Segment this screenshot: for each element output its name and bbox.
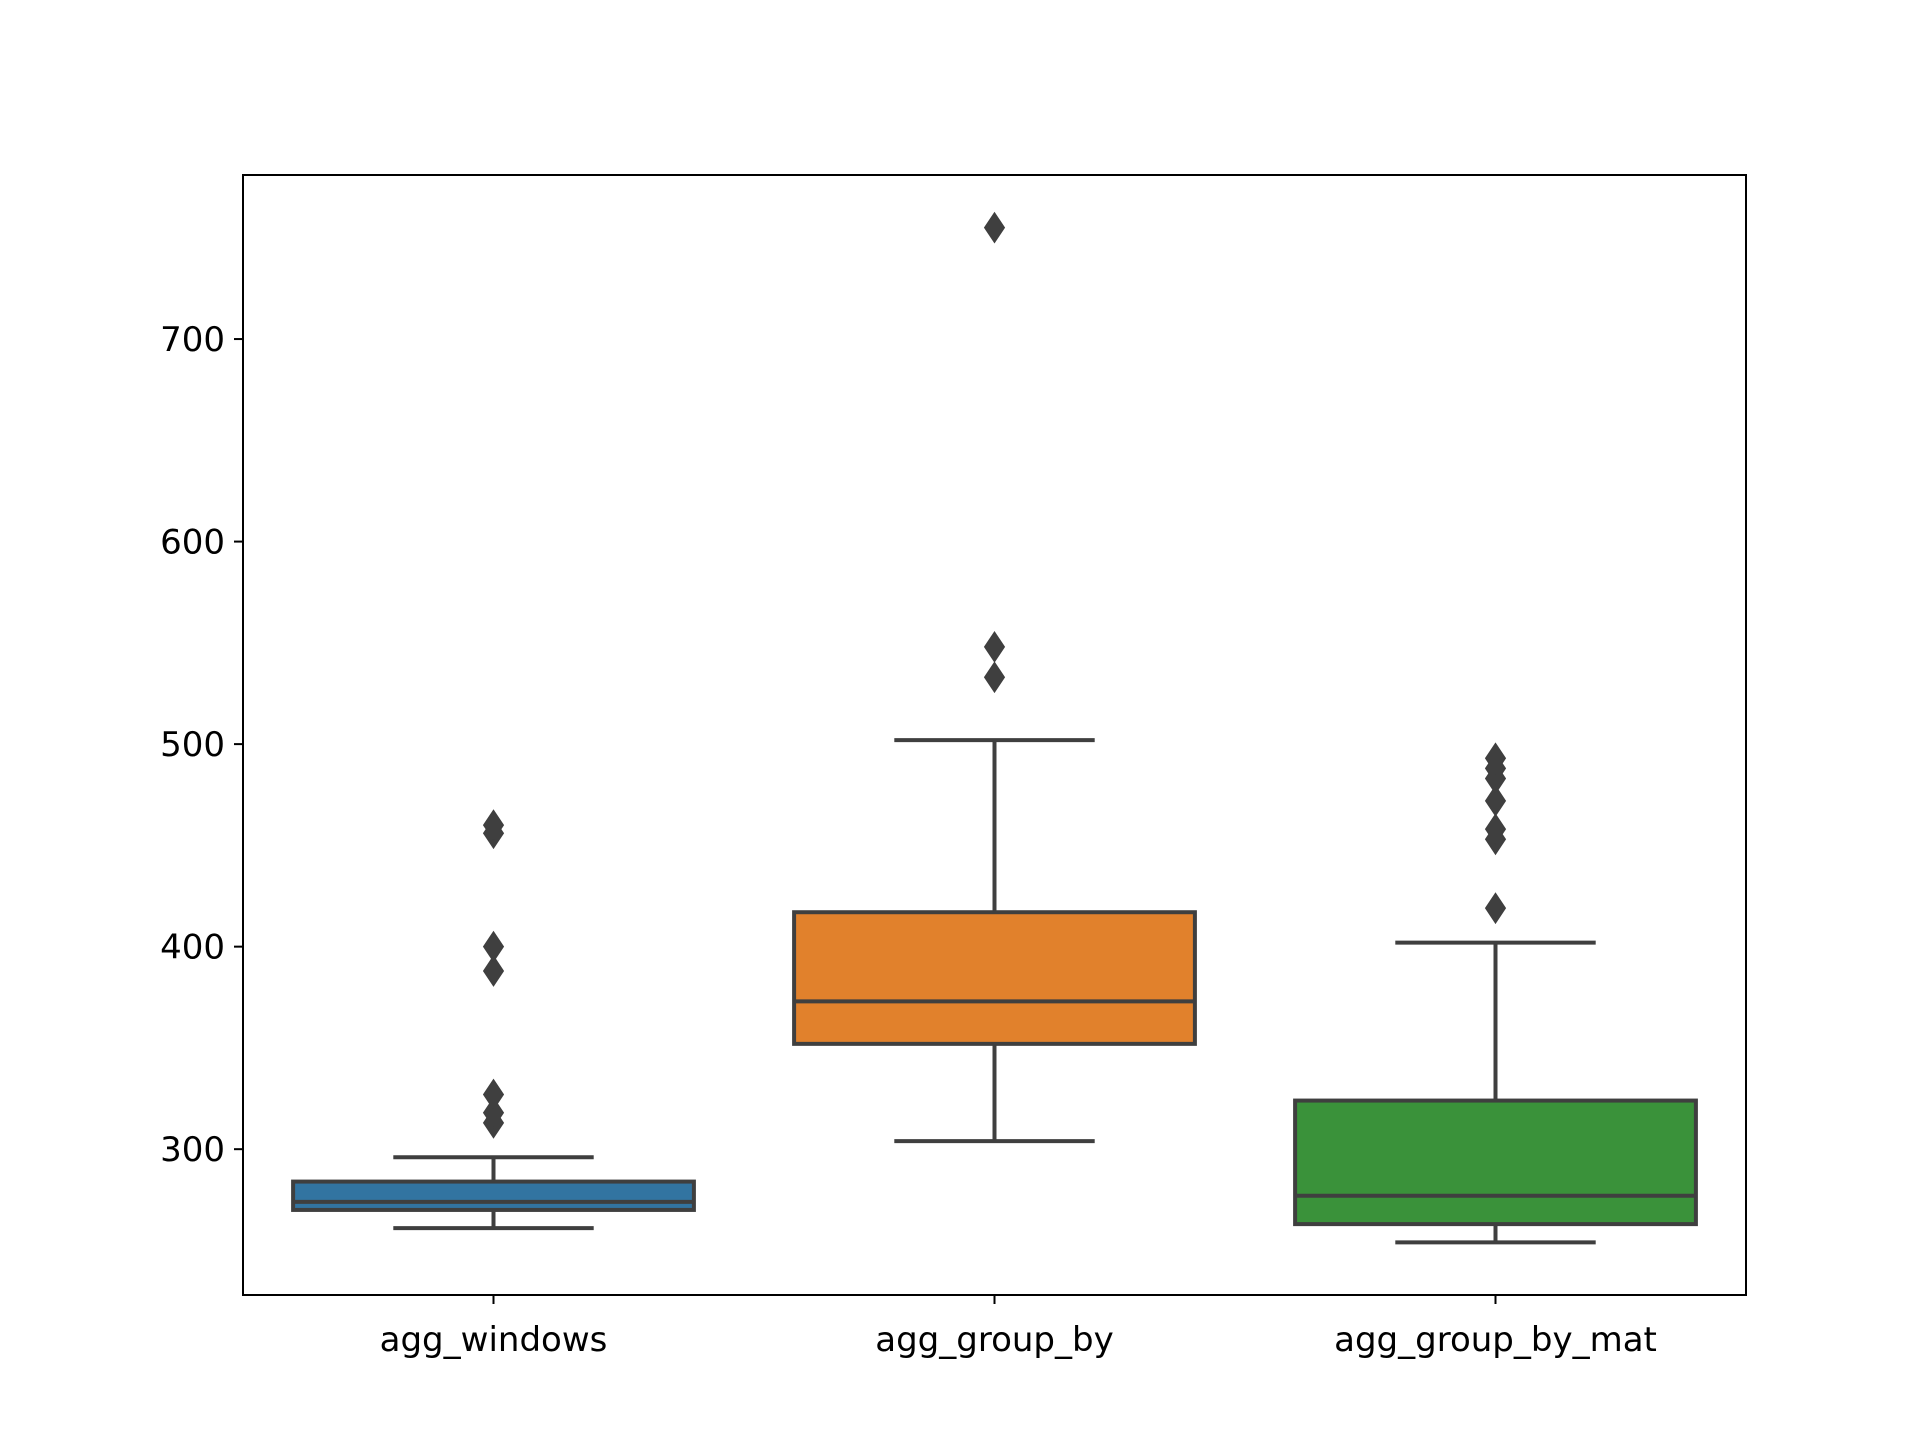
plot-area-frame: [242, 174, 1747, 1296]
outlier-point: [983, 661, 1006, 694]
outlier-point: [983, 211, 1006, 244]
outlier-point: [1484, 742, 1507, 775]
x-axis: agg_windows agg_group_by agg_group_by_mat: [380, 1295, 1657, 1360]
outlier-point: [482, 955, 505, 987]
x-tick-label: agg_group_by_mat: [1334, 1320, 1657, 1360]
y-tick-label: 600: [160, 523, 225, 563]
y-tick-label: 400: [160, 928, 225, 968]
outlier-point: [482, 1078, 505, 1111]
box-iqr: [792, 910, 1197, 1046]
outlier-point: [983, 630, 1006, 663]
x-tick-label: agg_windows: [380, 1320, 608, 1360]
y-tick-label: 500: [160, 725, 225, 765]
box-series: [291, 211, 1698, 1245]
y-axis: 300 400 500 600 700: [160, 320, 243, 1170]
outlier-point: [1484, 784, 1507, 817]
outlier-point: [482, 930, 505, 963]
outlier-point: [482, 1096, 505, 1129]
box-group: [1293, 742, 1698, 1245]
box-iqr: [291, 1179, 696, 1212]
y-tick-label: 700: [160, 320, 225, 360]
box-group: [792, 211, 1197, 1144]
outlier-point: [482, 809, 505, 842]
outlier-point: [1484, 813, 1507, 846]
y-tick-label: 300: [160, 1130, 225, 1170]
box-iqr: [1293, 1098, 1698, 1227]
box-group: [291, 809, 696, 1231]
x-tick-label: agg_group_by: [875, 1320, 1113, 1360]
outlier-point: [1484, 892, 1507, 925]
